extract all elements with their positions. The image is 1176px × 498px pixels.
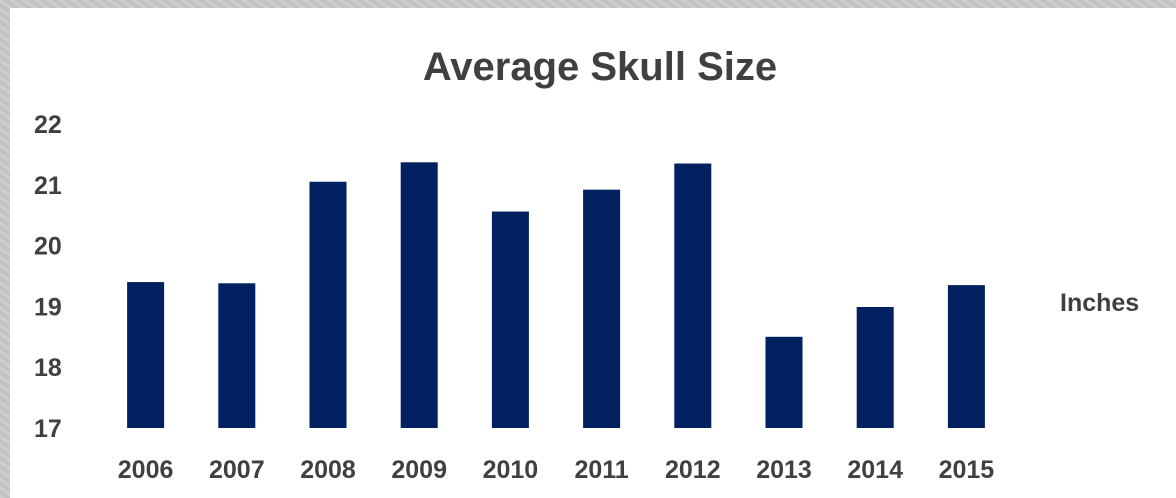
bar <box>491 211 529 428</box>
legend-series-label: Inches <box>1060 289 1139 317</box>
bar <box>856 307 894 428</box>
y-tick-label: 17 <box>34 415 62 443</box>
bar <box>309 181 347 428</box>
x-tick-label: 2010 <box>483 456 539 484</box>
bar <box>400 162 438 428</box>
x-tick-label: 2007 <box>209 456 265 484</box>
x-tick-label: 2015 <box>939 456 995 484</box>
x-tick-label: 2013 <box>756 456 812 484</box>
x-tick-label: 2009 <box>391 456 447 484</box>
bar <box>765 336 803 428</box>
x-tick-label: 2012 <box>665 456 721 484</box>
x-tick-label: 2006 <box>118 456 174 484</box>
bar <box>218 283 256 428</box>
y-tick-label: 21 <box>34 172 62 200</box>
bar <box>127 282 165 428</box>
bar-chart: Average Skull Size 17 18 19 20 21 22 2006 2007… <box>34 45 1139 484</box>
y-tick-label: 20 <box>34 233 62 261</box>
y-tick-label: 19 <box>34 293 62 321</box>
bar <box>583 189 621 428</box>
y-tick-label: 18 <box>34 354 62 382</box>
chart-title: Average Skull Size <box>423 45 777 89</box>
x-axis: 2006 2007 2008 2009 2010 2011 2012 2013 2014 2015 <box>118 456 995 484</box>
chart-panel: Average Skull Size 17 18 19 20 21 22 2006 2007… <box>10 8 1176 498</box>
x-tick-label: 2014 <box>847 456 903 484</box>
bar <box>674 163 712 428</box>
x-tick-label: 2011 <box>574 456 628 484</box>
x-tick-label: 2008 <box>300 456 356 484</box>
y-tick-label: 22 <box>34 111 62 139</box>
y-axis: 17 18 19 20 21 22 <box>34 111 62 443</box>
bar <box>947 285 985 428</box>
bar-series <box>127 162 985 428</box>
